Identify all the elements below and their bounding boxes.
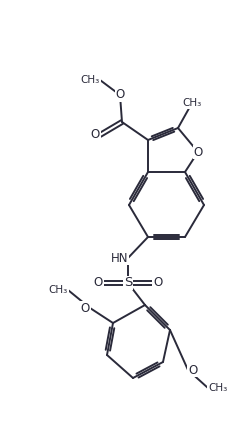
Text: O: O <box>81 302 90 314</box>
Text: O: O <box>153 277 162 289</box>
Text: O: O <box>188 363 197 376</box>
Text: O: O <box>116 88 124 102</box>
Text: O: O <box>91 129 100 142</box>
Text: HN: HN <box>110 252 128 264</box>
Text: CH₃: CH₃ <box>81 75 100 85</box>
Text: S: S <box>124 277 132 289</box>
Text: CH₃: CH₃ <box>49 285 68 295</box>
Text: CH₃: CH₃ <box>182 98 202 108</box>
Text: O: O <box>94 277 103 289</box>
Text: CH₃: CH₃ <box>208 383 227 393</box>
Text: O: O <box>194 146 202 159</box>
